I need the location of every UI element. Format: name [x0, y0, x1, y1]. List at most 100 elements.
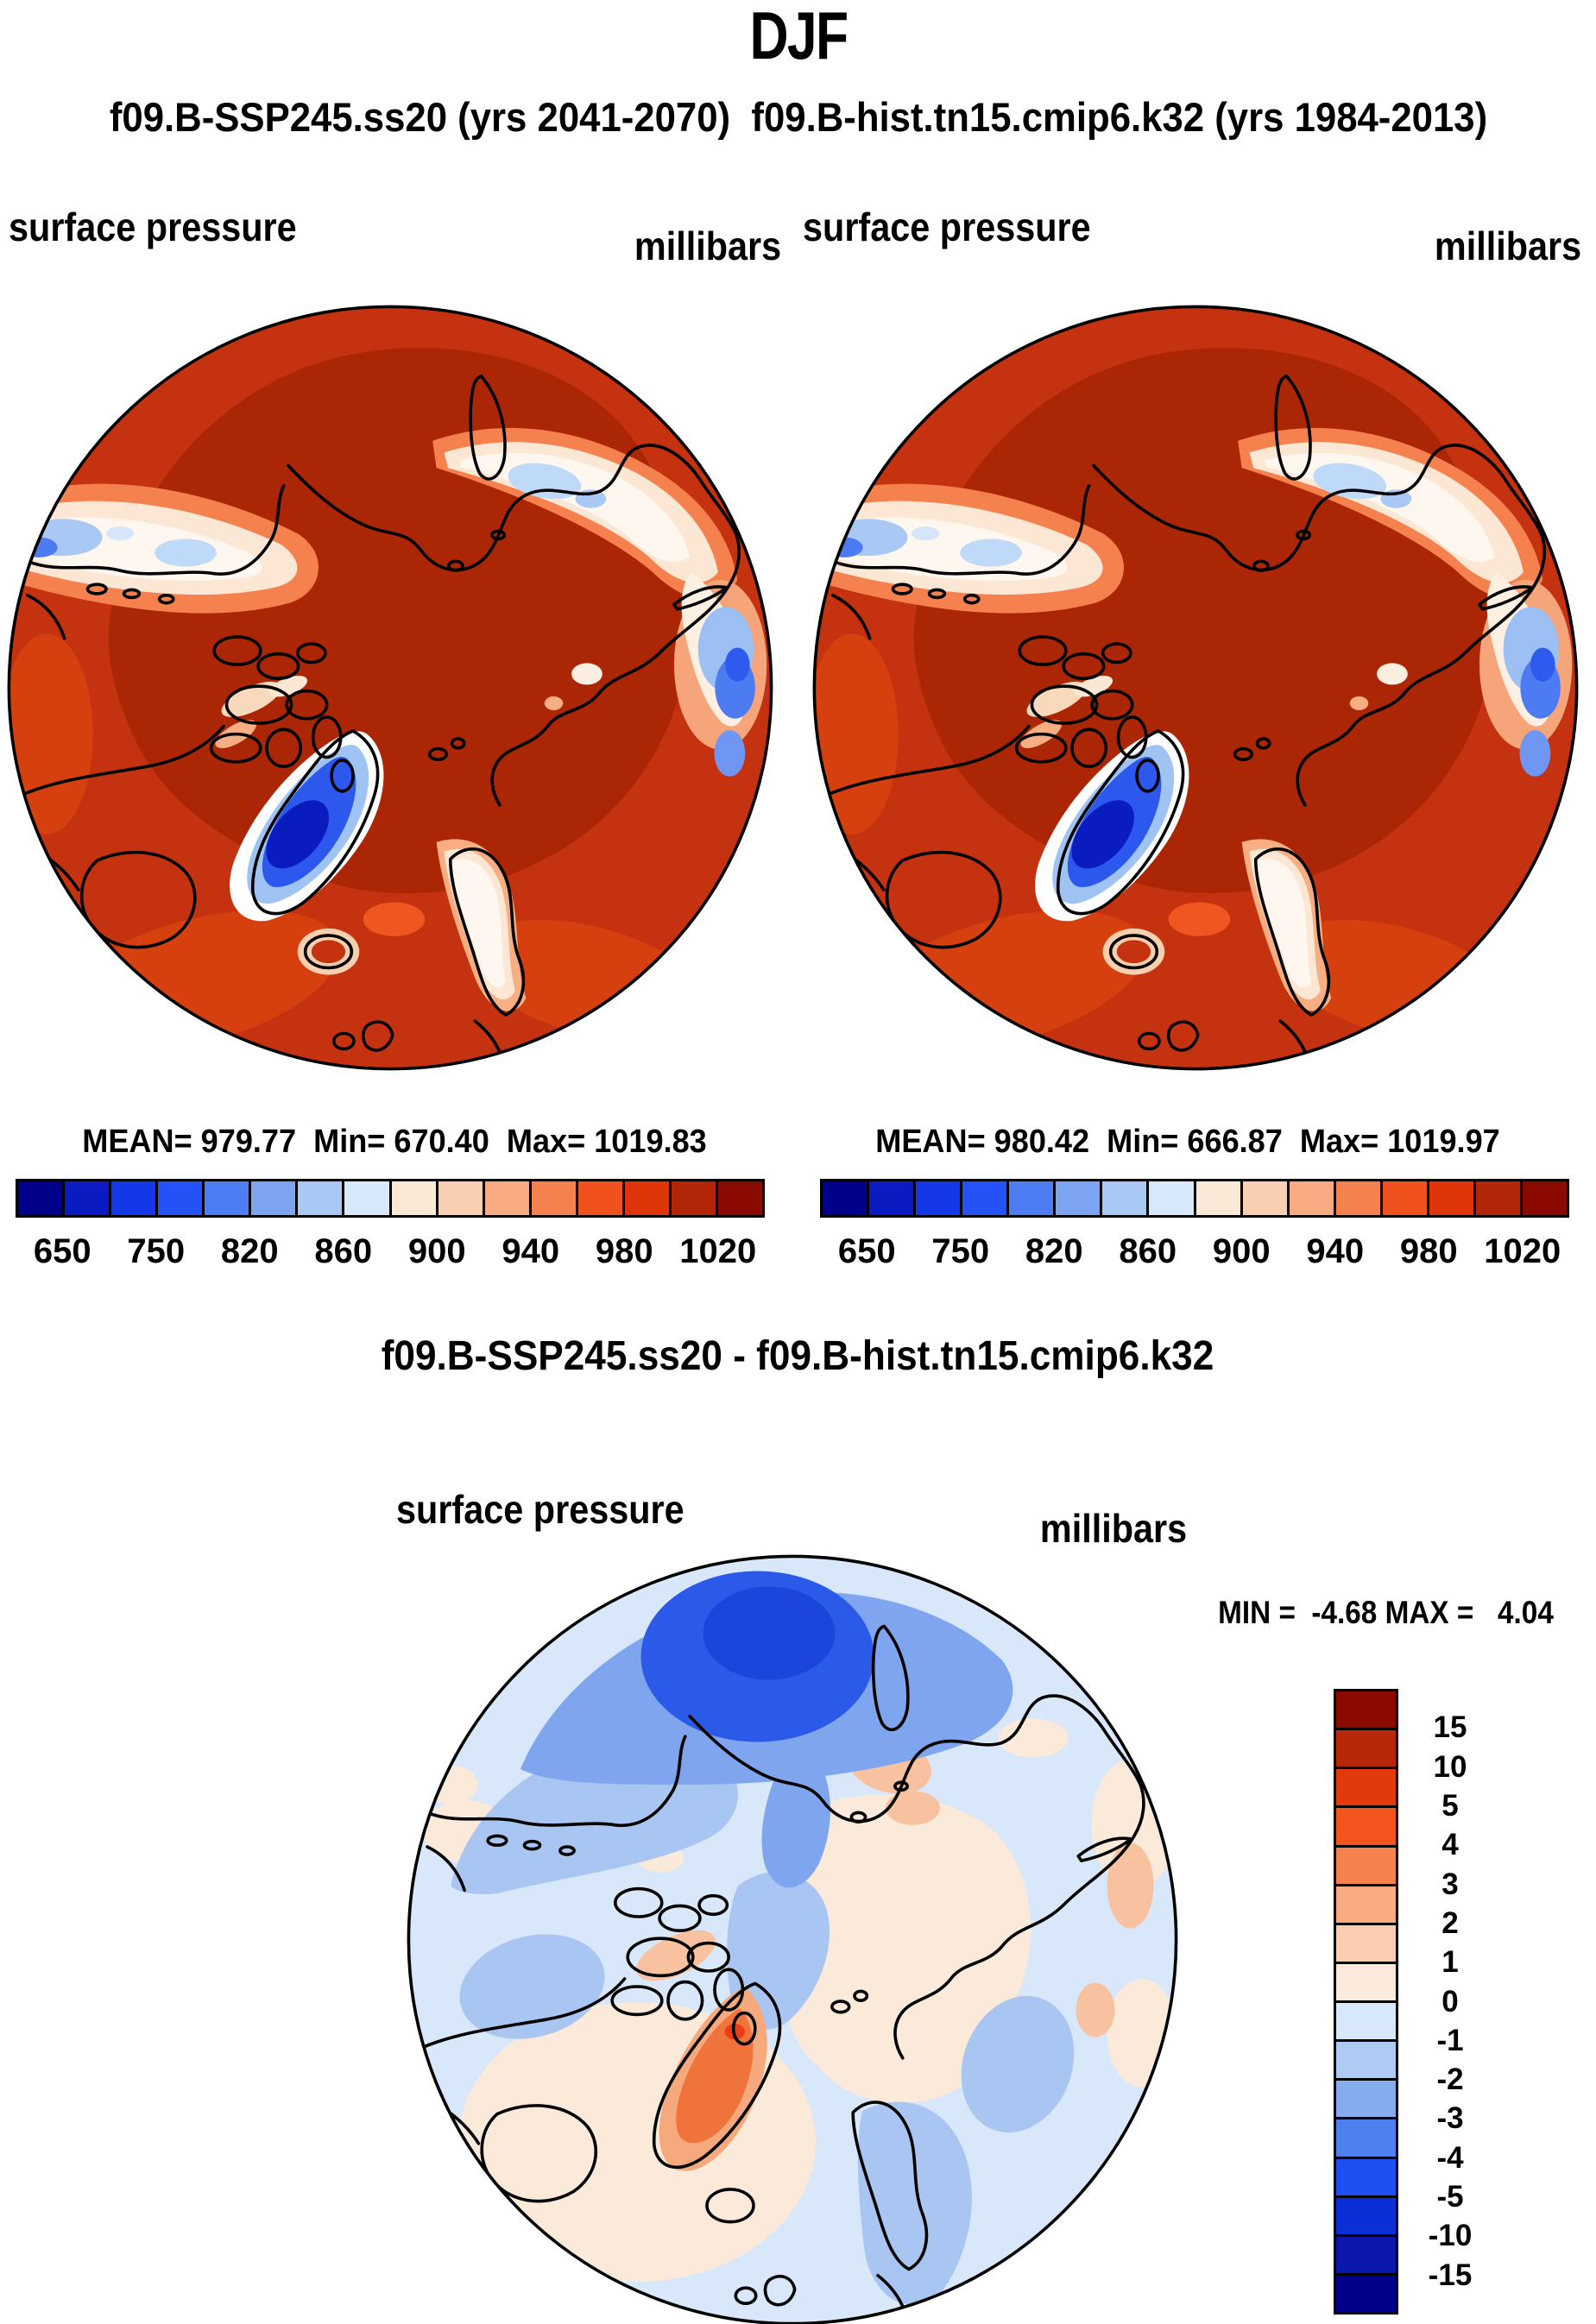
colorbar-tick-label: 820: [220, 1232, 279, 1270]
colorbar-tick-label: 900: [407, 1232, 466, 1270]
colorbar-tick-label: 940: [1306, 1232, 1365, 1270]
colorbar-segment: [249, 1181, 296, 1215]
pressure-colorbar-ticks-left: 650 750 820 860 900 940 980 1020: [16, 1232, 765, 1275]
colorbar-segment: [202, 1181, 249, 1215]
colorbar-segment: [1336, 2039, 1396, 2079]
colorbar-segment: [109, 1181, 156, 1215]
colorbar-segment: [1100, 1181, 1147, 1215]
colorbar-segment: [1333, 1181, 1380, 1215]
colorbar-segment: [1336, 1922, 1396, 1962]
colorbar-segment: [823, 1181, 867, 1215]
colorbar-tick-label: 5: [1441, 1788, 1459, 1823]
colorbar-tick-label: 1020: [1484, 1232, 1561, 1270]
colorbar-tick-label: 980: [1399, 1232, 1458, 1270]
colorbar-segment: [435, 1181, 483, 1215]
season-title: DJF: [749, 0, 848, 73]
colorbar-segment: [668, 1181, 716, 1215]
colorbar-tick-label: -4: [1436, 2140, 1464, 2175]
colorbar-segment: [1336, 1728, 1396, 1767]
colorbar-segment: [1193, 1181, 1240, 1215]
colorbar-segment: [575, 1181, 622, 1215]
colorbar-tick-label: 650: [837, 1232, 896, 1270]
colorbar-segment: [1336, 1767, 1396, 1806]
colorbar-segment: [1336, 2156, 1396, 2195]
colorbar-tick-label: -15: [1428, 2258, 1473, 2292]
left-stats-line: MEAN= 979.77 Min= 670.40 Max= 1019.83: [82, 1124, 707, 1160]
colorbar-segment: [1336, 1961, 1396, 2000]
colorbar-segment: [1336, 2117, 1396, 2157]
colorbar-tick-label: 650: [33, 1232, 91, 1270]
colorbar-segment: [1006, 1181, 1054, 1215]
colorbar-tick-label: -5: [1436, 2180, 1464, 2214]
colorbar-tick-label: -10: [1428, 2219, 1473, 2253]
colorbar-tick-label: -3: [1436, 2101, 1464, 2136]
colorbar-tick-label: -1: [1436, 2023, 1464, 2057]
colorbar-tick-label: 750: [931, 1232, 990, 1270]
pressure-map-left: [4, 302, 776, 1074]
colorbar-tick-label: 750: [127, 1232, 186, 1270]
colorbar-tick-label: 1: [1441, 1945, 1459, 1980]
colorbar-segment: [715, 1181, 762, 1215]
difference-title: f09.B-SSP245.ss20 - f09.B-hist.tn15.cmip…: [381, 1333, 1214, 1379]
colorbar-tick-label: 1020: [679, 1232, 757, 1270]
pressure-colorbar-right: [820, 1179, 1569, 1218]
diff-field-label: surface pressure: [396, 1487, 684, 1532]
colorbar-tick-label: 820: [1025, 1232, 1083, 1270]
colorbar-segment: [1336, 1805, 1396, 1845]
colorbar-segment: [1336, 2195, 1396, 2234]
colorbar-tick-label: 3: [1441, 1867, 1459, 1901]
colorbar-segment: [913, 1181, 961, 1215]
colorbar-segment: [1336, 1883, 1396, 1923]
colorbar-segment: [867, 1181, 914, 1215]
case-subtitle: f09.B-SSP245.ss20 (yrs 2041-2070) f09.B-…: [109, 94, 1488, 140]
diff-minmax-line: MIN = -4.68 MAX = 4.04: [1218, 1595, 1554, 1630]
pressure-map-right: [810, 302, 1581, 1074]
colorbar-segment: [1379, 1181, 1427, 1215]
colorbar-segment: [1473, 1181, 1520, 1215]
difference-colorbar: [1334, 1689, 1398, 2315]
left-field-label: surface pressure: [9, 205, 297, 249]
diff-units-label: millibars: [1039, 1506, 1187, 1551]
colorbar-segment: [1336, 2000, 1396, 2040]
colorbar-segment: [1146, 1181, 1194, 1215]
colorbar-segment: [960, 1181, 1007, 1215]
colorbar-segment: [1286, 1181, 1334, 1215]
difference-map: [404, 1552, 1181, 2324]
colorbar-segment: [1426, 1181, 1473, 1215]
colorbar-segment: [1336, 2233, 1396, 2273]
difference-colorbar-ticks: 15 10 5 4 3 2 1 0 -1 -2 -3 -4 -5 -10 -15: [1409, 1689, 1492, 2315]
colorbar-tick-label: 860: [1119, 1232, 1177, 1270]
colorbar-segment: [1240, 1181, 1287, 1215]
pressure-colorbar-left: [16, 1179, 765, 1218]
colorbar-tick-label: 980: [595, 1232, 653, 1270]
colorbar-tick-label: 2: [1441, 1905, 1459, 1940]
colorbar-segment: [482, 1181, 529, 1215]
colorbar-tick-label: 900: [1212, 1232, 1271, 1270]
colorbar-tick-label: 15: [1433, 1710, 1467, 1745]
colorbar-tick-label: 940: [502, 1232, 560, 1270]
colorbar-segment: [1336, 2078, 1396, 2118]
colorbar-tick-label: -2: [1436, 2063, 1464, 2097]
colorbar-segment: [155, 1181, 203, 1215]
colorbar-segment: [621, 1181, 669, 1215]
colorbar-tick-label: 860: [314, 1232, 373, 1270]
colorbar-tick-label: 0: [1441, 1984, 1459, 2019]
colorbar-segment: [62, 1181, 110, 1215]
left-units-label: millibars: [634, 224, 781, 268]
colorbar-segment: [342, 1181, 389, 1215]
colorbar-segment: [528, 1181, 576, 1215]
colorbar-segment: [18, 1181, 63, 1215]
colorbar-segment: [1336, 1691, 1396, 1729]
colorbar-segment: [1519, 1181, 1567, 1215]
right-field-label: surface pressure: [803, 205, 1091, 249]
colorbar-segment: [295, 1181, 343, 1215]
colorbar-tick-label: 4: [1441, 1828, 1459, 1862]
colorbar-segment: [1053, 1181, 1101, 1215]
colorbar-segment: [1336, 1844, 1396, 1884]
colorbar-segment: [388, 1181, 436, 1215]
right-stats-line: MEAN= 980.42 Min= 666.87 Max= 1019.97: [875, 1124, 1500, 1160]
right-units-label: millibars: [1434, 224, 1581, 268]
colorbar-tick-label: 10: [1433, 1749, 1467, 1784]
pressure-colorbar-ticks-right: 650 750 820 860 900 940 980 1020: [820, 1232, 1569, 1275]
